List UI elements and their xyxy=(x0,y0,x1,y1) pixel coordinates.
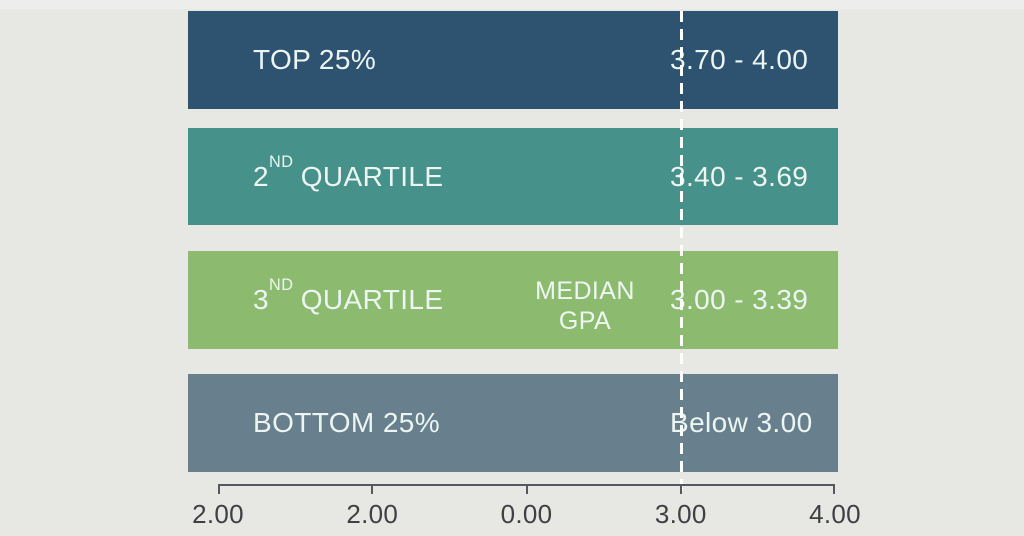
x-axis-tick-label: 4.00 xyxy=(809,499,861,529)
bar-range: 3.40 - 3.69 xyxy=(670,160,809,192)
bar-bottom-25: BOTTOM 25% Below 3.00 xyxy=(188,374,838,472)
x-axis-tick xyxy=(525,486,528,494)
x-axis-tick-label: 2.00 xyxy=(192,499,244,529)
median-dashed-line xyxy=(680,11,683,493)
x-axis-tick xyxy=(679,486,682,494)
bar-label: 2ND QUARTILE xyxy=(253,152,444,192)
median-gpa-label-line2: GPA xyxy=(558,307,612,335)
x-axis-tick xyxy=(833,486,835,494)
bar-top-25: TOP 25% 3.70 - 4.00 xyxy=(188,11,838,109)
bar-range: Below 3.00 xyxy=(670,407,813,438)
bar-label: BOTTOM 25% xyxy=(253,407,441,438)
x-axis: 2.00 2.00 0.00 3.00 4.00 xyxy=(192,484,861,529)
x-axis-tick-label: 2.00 xyxy=(346,499,399,529)
bar-range: 3.70 - 4.00 xyxy=(670,44,809,75)
x-axis-tick-label: 0.00 xyxy=(500,499,553,529)
x-axis-tick-label: 3.00 xyxy=(654,499,707,529)
median-gpa-label: MEDIAN GPA xyxy=(526,276,644,336)
bar-range: 3.00 - 3.39 xyxy=(670,284,809,315)
bar-3rd-quartile: 3ND QUARTILE 3.00 - 3.39 xyxy=(188,251,838,349)
bar-label: TOP 25% xyxy=(253,44,377,75)
bar-label: 3ND QUARTILE xyxy=(253,276,444,315)
bar-2nd-quartile: 2ND QUARTILE 3.40 - 3.69 xyxy=(188,128,838,225)
x-axis-tick xyxy=(218,486,220,494)
x-axis-tick xyxy=(371,486,374,494)
median-gpa-label-line1: MEDIAN xyxy=(535,277,635,305)
